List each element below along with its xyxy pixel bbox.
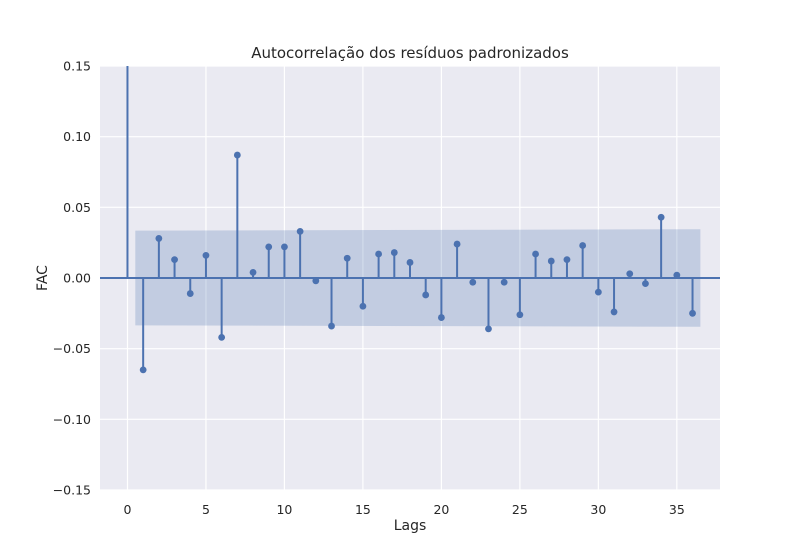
x-tick-label: 0 (123, 502, 131, 517)
acf-point (406, 259, 414, 266)
acf-point (202, 251, 210, 259)
acf-point (579, 242, 587, 249)
y-tick-label: 0.00 (63, 271, 91, 286)
x-tick-label: 35 (669, 502, 685, 517)
acf-point (312, 277, 320, 285)
acf-point (296, 227, 304, 235)
acf-point (155, 235, 163, 242)
acf-point (265, 243, 273, 251)
x-tick-labels: 0 5 10 15 20 25 30 35 (123, 502, 684, 517)
acf-points (139, 151, 696, 374)
acf-point (642, 280, 649, 288)
x-tick-label: 15 (355, 502, 371, 517)
acf-point (233, 151, 241, 159)
x-tick-label: 30 (590, 502, 606, 517)
acf-point (610, 308, 618, 316)
acf-point (343, 254, 351, 262)
y-tick-label: 0.15 (63, 59, 91, 74)
acf-point (657, 213, 665, 221)
acf-point (359, 302, 367, 310)
chart-title: Autocorrelação dos resíduos padronizados (251, 44, 569, 62)
acf-point (139, 366, 147, 374)
acf-point (563, 256, 571, 264)
y-axis-label: FAC (35, 265, 51, 291)
y-tick-label: 0.10 (63, 129, 91, 144)
acf-point (516, 311, 524, 319)
acf-point (390, 249, 398, 256)
x-axis-label: Lags (394, 518, 427, 534)
acf-point (485, 325, 492, 333)
acf-point (437, 314, 445, 321)
x-tick-label: 5 (202, 502, 210, 517)
y-tick-label: −0.15 (53, 483, 91, 498)
y-tick-label: −0.10 (53, 412, 91, 427)
acf-point (171, 256, 178, 264)
acf-point (532, 250, 539, 258)
acf-point (689, 309, 696, 317)
acf-point (422, 291, 430, 299)
acf-point (186, 290, 194, 297)
acf-point (453, 240, 461, 248)
acf-point (328, 322, 335, 330)
x-tick-label: 10 (276, 502, 292, 517)
x-tick-label: 25 (512, 502, 528, 517)
acf-point (594, 288, 602, 296)
acf-point (547, 257, 555, 265)
x-tick-label: 20 (433, 502, 449, 517)
acf-point (673, 271, 681, 279)
acf-point (626, 270, 634, 278)
acf-point (249, 268, 257, 276)
acf-point (500, 278, 508, 286)
acf-point (469, 278, 477, 286)
y-tick-label: −0.05 (53, 341, 91, 356)
y-tick-labels: −0.15 −0.10 −0.05 0.00 0.05 0.10 0.15 (53, 59, 91, 498)
acf-point (375, 250, 383, 258)
acf-point (218, 333, 226, 341)
acf-point (281, 243, 288, 251)
y-tick-label: 0.05 (63, 200, 91, 215)
grid-lines (100, 65, 720, 491)
